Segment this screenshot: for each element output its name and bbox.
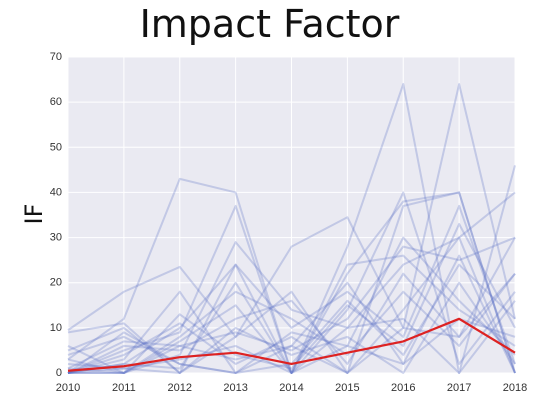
x-tick-label: 2018	[503, 382, 527, 394]
series-line-2	[67, 177, 516, 374]
x-tick-label: 2013	[223, 382, 247, 394]
y-tick-label: 50	[50, 141, 62, 153]
x-tick-label: 2015	[335, 382, 359, 394]
x-tick-label: 2016	[391, 382, 415, 394]
highlight-series-line	[67, 317, 516, 372]
series-line-6	[68, 236, 516, 374]
series-line-3	[67, 83, 516, 374]
y-tick-label: 40	[50, 186, 62, 198]
series-line-16	[67, 237, 516, 374]
series-line-19	[67, 236, 516, 374]
series-line-15	[67, 281, 516, 374]
series-line-14	[67, 254, 516, 374]
x-tick-label: 2010	[56, 382, 80, 394]
y-tick-label: 70	[50, 51, 62, 63]
series-line-8	[67, 236, 516, 370]
y-tick-label: 30	[50, 232, 62, 244]
series-line-9	[67, 191, 516, 374]
series-line-12	[67, 191, 516, 374]
series-line-17	[67, 223, 516, 374]
series-line-13	[67, 273, 516, 374]
series-line-4	[67, 83, 516, 374]
y-tick-label: 60	[50, 96, 62, 108]
y-tick-label: 0	[56, 367, 62, 379]
series-line-7	[67, 204, 516, 374]
series-line-5	[67, 191, 516, 374]
y-tick-label: 10	[50, 322, 62, 334]
x-tick-label: 2017	[447, 382, 471, 394]
series-line-18	[67, 281, 516, 374]
x-tick-label: 2012	[168, 382, 192, 394]
x-tick-label: 2011	[112, 382, 136, 394]
x-tick-label: 2014	[279, 382, 303, 394]
y-tick-label: 20	[50, 277, 62, 289]
series-line-1	[67, 216, 516, 338]
chart-title: Impact Factor	[139, 2, 400, 46]
